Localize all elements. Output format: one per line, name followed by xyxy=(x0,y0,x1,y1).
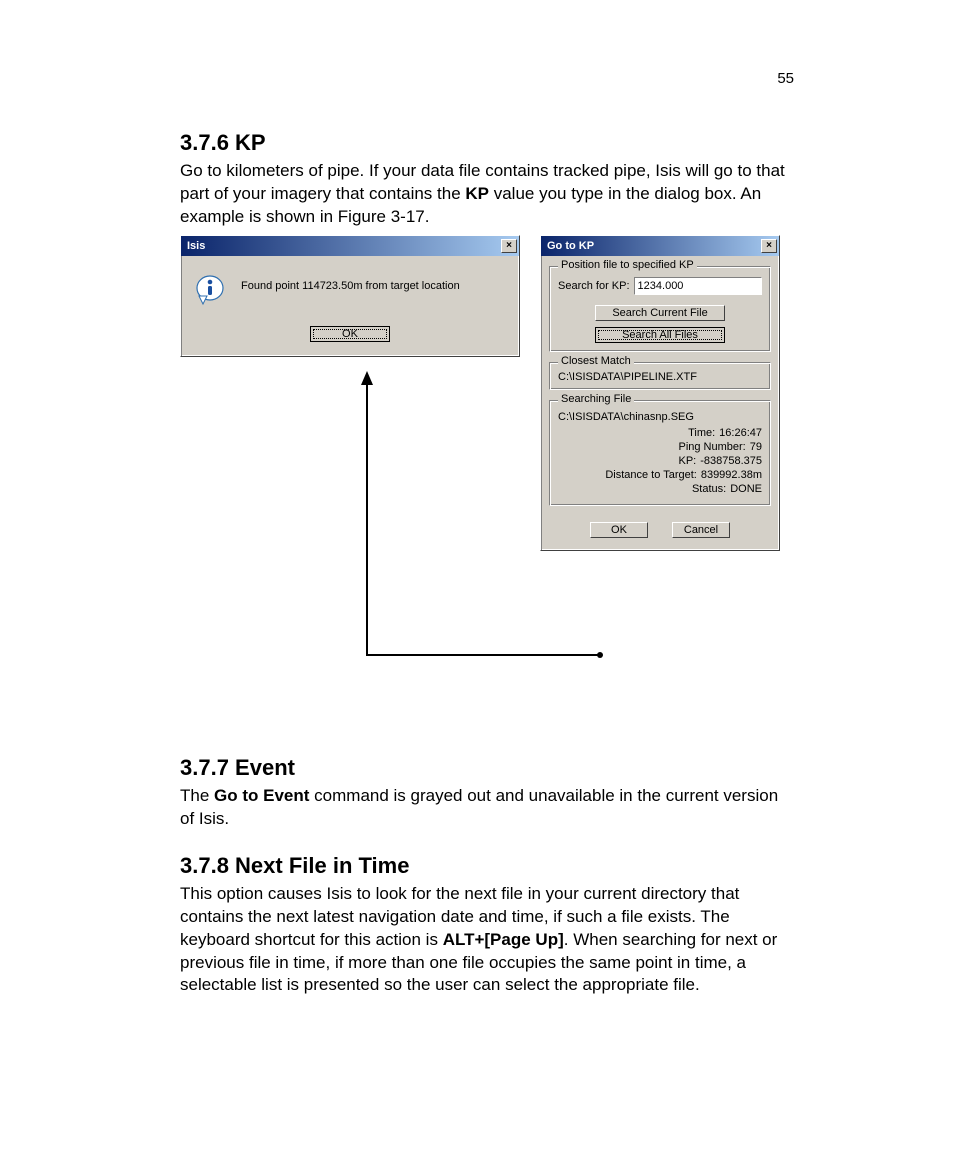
ping-label: Ping Number: xyxy=(558,441,750,453)
close-icon[interactable]: × xyxy=(761,239,777,253)
search-kp-label: Search for KP: xyxy=(558,280,630,292)
kp-value: -838758.375 xyxy=(700,455,762,467)
searching-path: C:\ISISDATA\chinasnp.SEG xyxy=(558,411,762,423)
para-kp: Go to kilometers of pipe. If your data f… xyxy=(180,160,794,229)
group-closest-legend: Closest Match xyxy=(558,355,634,367)
time-value: 16:26:47 xyxy=(719,427,762,439)
closest-match-path: C:\ISISDATA\PIPELINE.XTF xyxy=(558,371,762,383)
close-icon[interactable]: × xyxy=(501,239,517,253)
status-label: Status: xyxy=(558,483,730,495)
bold-goto-event: Go to Event xyxy=(214,786,309,805)
kp-label: KP: xyxy=(558,455,700,467)
goto-kp-titlebar: Go to KP × xyxy=(541,236,779,256)
goto-kp-cancel-button[interactable]: Cancel xyxy=(672,522,730,538)
para-event: The Go to Event command is grayed out an… xyxy=(180,785,794,831)
goto-kp-title: Go to KP xyxy=(547,240,594,252)
time-label: Time: xyxy=(558,427,719,439)
group-closest-match: Closest Match C:\ISISDATA\PIPELINE.XTF xyxy=(549,362,771,390)
page-number: 55 xyxy=(777,70,794,87)
dist-value: 839992.38m xyxy=(701,469,762,481)
search-current-file-button[interactable]: Search Current File xyxy=(595,305,725,321)
isis-titlebar: Isis × xyxy=(181,236,519,256)
group-position: Position file to specified KP Search for… xyxy=(549,266,771,352)
goto-kp-ok-button[interactable]: OK xyxy=(590,522,648,538)
isis-dialog: Isis × Found point 114723.50m from targe… xyxy=(180,235,520,357)
info-icon xyxy=(195,274,227,306)
bold-kp: KP xyxy=(465,184,489,203)
figure-3-17: Isis × Found point 114723.50m from targe… xyxy=(180,235,800,705)
bold-alt-pageup: ALT+[Page Up] xyxy=(443,930,564,949)
heading-event: 3.7.7 Event xyxy=(180,755,794,781)
goto-kp-dialog: Go to KP × Position file to specified KP… xyxy=(540,235,780,551)
group-searching-file: Searching File C:\ISISDATA\chinasnp.SEG … xyxy=(549,400,771,506)
isis-ok-button[interactable]: OK xyxy=(310,326,390,342)
heading-next-file: 3.7.8 Next File in Time xyxy=(180,853,794,879)
para-next-file: This option causes Isis to look for the … xyxy=(180,883,794,998)
search-all-files-button[interactable]: Search All Files xyxy=(595,327,725,343)
status-value: DONE xyxy=(730,483,762,495)
group-position-legend: Position file to specified KP xyxy=(558,259,697,271)
dist-label: Distance to Target: xyxy=(558,469,701,481)
search-kp-input[interactable] xyxy=(634,277,762,295)
group-searching-legend: Searching File xyxy=(558,393,634,405)
heading-kp: 3.7.6 KP xyxy=(180,130,794,156)
ping-value: 79 xyxy=(750,441,762,453)
isis-title: Isis xyxy=(187,240,205,252)
text: The xyxy=(180,786,214,805)
isis-message: Found point 114723.50m from target locat… xyxy=(241,274,460,292)
